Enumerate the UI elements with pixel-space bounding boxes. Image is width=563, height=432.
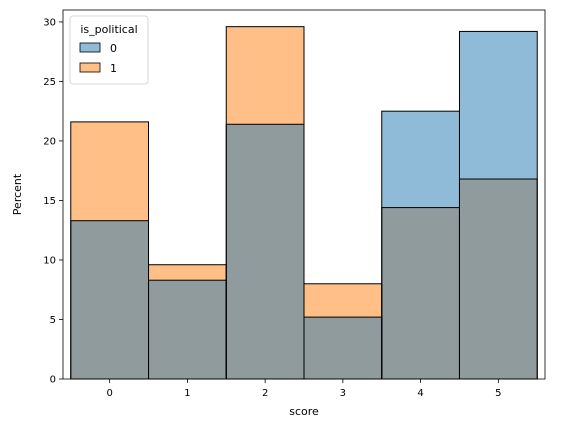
legend-label-1: 1 [110, 62, 117, 75]
bar-overlap-0 [70, 220, 149, 379]
bar-overlap-4 [381, 207, 460, 379]
y-tick-label-30: 30 [43, 17, 56, 28]
y-tick-label-5: 5 [50, 315, 56, 326]
x-tick-label-0: 0 [106, 388, 112, 399]
bar-overlap-3 [304, 317, 382, 379]
plot-frame [62, 9, 546, 380]
x-axis-label: score [289, 405, 319, 418]
legend-swatch-0 [79, 42, 101, 53]
x-axis: 0 1 2 3 4 5 [106, 379, 502, 399]
y-tick-label-10: 10 [43, 255, 56, 266]
legend-swatch-1 [79, 62, 101, 73]
bar-overlap-1 [148, 280, 227, 379]
y-axis: 0 5 10 15 20 25 30 [43, 17, 63, 386]
legend: is_political 0 1 [69, 15, 149, 85]
y-tick-label-20: 20 [43, 136, 56, 147]
x-tick-label-1: 1 [184, 388, 190, 399]
x-tick-label-3: 3 [340, 388, 346, 399]
bar-overlap-2 [226, 124, 304, 379]
x-tick-label-5: 5 [495, 388, 501, 399]
legend-title: is_political [80, 23, 137, 36]
x-tick-label-4: 4 [417, 388, 423, 399]
y-axis-label: Percent [11, 173, 24, 215]
y-tick-label-0: 0 [50, 375, 56, 386]
y-tick-label-15: 15 [43, 196, 56, 207]
x-tick-label-2: 2 [262, 388, 268, 399]
y-tick-label-25: 25 [43, 77, 56, 88]
legend-label-0: 0 [110, 42, 117, 55]
bar-overlap-5 [459, 179, 538, 379]
